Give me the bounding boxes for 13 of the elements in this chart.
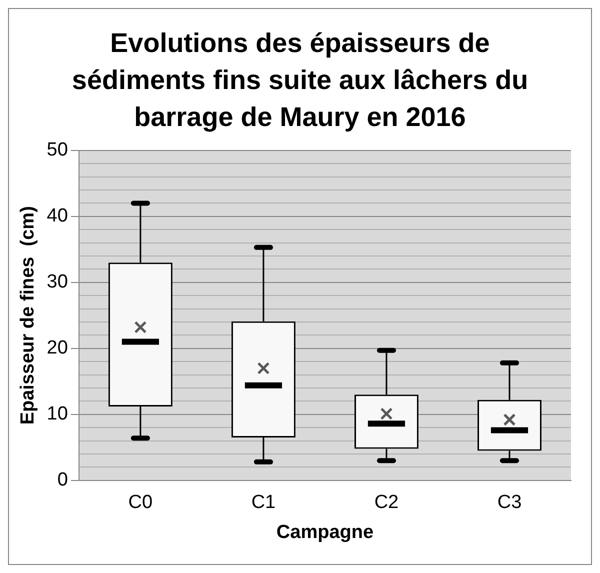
x-axis-title: Campagne: [276, 522, 374, 543]
y-tick-label: 20: [46, 338, 68, 359]
y-tick-label: 40: [46, 206, 68, 227]
x-tick-label: C1: [251, 492, 276, 514]
x-tick-label: C2: [374, 492, 399, 514]
x-tick-label: C3: [497, 492, 522, 514]
y-tick-label: 10: [46, 404, 68, 425]
y-tick-label: 30: [46, 272, 68, 293]
x-tick-label: C0: [128, 492, 153, 514]
y-axis-title: Epaisseur de fines (cm): [18, 206, 39, 425]
y-tick-label: 0: [57, 470, 68, 491]
chart-title: Evolutions des épaisseurs de sédiments fins suite aux lâchers du barrage de Maury en 2016: [70, 27, 530, 134]
y-tick-label: 50: [46, 140, 68, 161]
